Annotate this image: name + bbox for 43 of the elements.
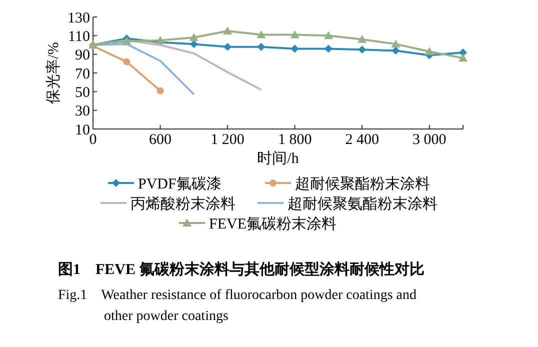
x-tick-label: 1 200 — [210, 132, 244, 148]
legend-label: PVDF氟碳漆 — [138, 175, 222, 192]
point — [392, 46, 400, 55]
legend-label: 丙烯酸粉末涂料 — [130, 195, 236, 212]
x-tick-label: 1 800 — [278, 132, 312, 148]
y-tick-label: 90 — [75, 48, 90, 64]
y-axis-title: 保光率/% — [45, 42, 62, 104]
legend-label: 超耐候聚氨酯粉末涂料 — [288, 195, 438, 212]
legend-label: 超耐候聚酯粉末涂料 — [295, 175, 430, 192]
point — [459, 48, 467, 56]
point — [358, 34, 367, 43]
point — [224, 42, 232, 51]
point — [190, 40, 198, 48]
x-tick-label: 0 — [89, 132, 97, 148]
point — [391, 40, 400, 48]
y-tick-label: 130 — [68, 10, 90, 26]
caption: Fig.1 Weather resistance of fluorocarbon powder coatings and other powder coatings — [58, 288, 416, 324]
point — [424, 47, 434, 56]
point — [156, 87, 164, 94]
y-tick-label: 30 — [75, 104, 90, 120]
point — [290, 44, 299, 53]
x-tick-label: 2 400 — [345, 132, 379, 148]
point — [223, 26, 232, 34]
point — [324, 44, 332, 53]
point — [123, 58, 130, 66]
point — [458, 54, 468, 62]
point — [358, 46, 366, 54]
x-tick-label: 3 000 — [412, 132, 446, 148]
y-tick-label: 70 — [75, 66, 90, 82]
point — [122, 36, 132, 45]
point — [324, 31, 333, 40]
point — [256, 30, 266, 38]
point — [257, 42, 266, 51]
x-axis-title: 时间/h — [257, 150, 300, 167]
y-tick-label: 110 — [68, 28, 90, 45]
point — [189, 33, 198, 42]
y-tick-label: 10 — [75, 122, 90, 138]
legend-label: FEVE氟碳粉末涂料 — [209, 215, 336, 232]
caption: 图1 FEVE 氟碳粉末涂料与其他耐候型涂料耐候性对比 — [58, 261, 424, 278]
point — [156, 36, 165, 44]
y-tick-label: 50 — [75, 84, 90, 101]
point — [290, 30, 300, 38]
x-tick-label: 600 — [149, 132, 172, 148]
